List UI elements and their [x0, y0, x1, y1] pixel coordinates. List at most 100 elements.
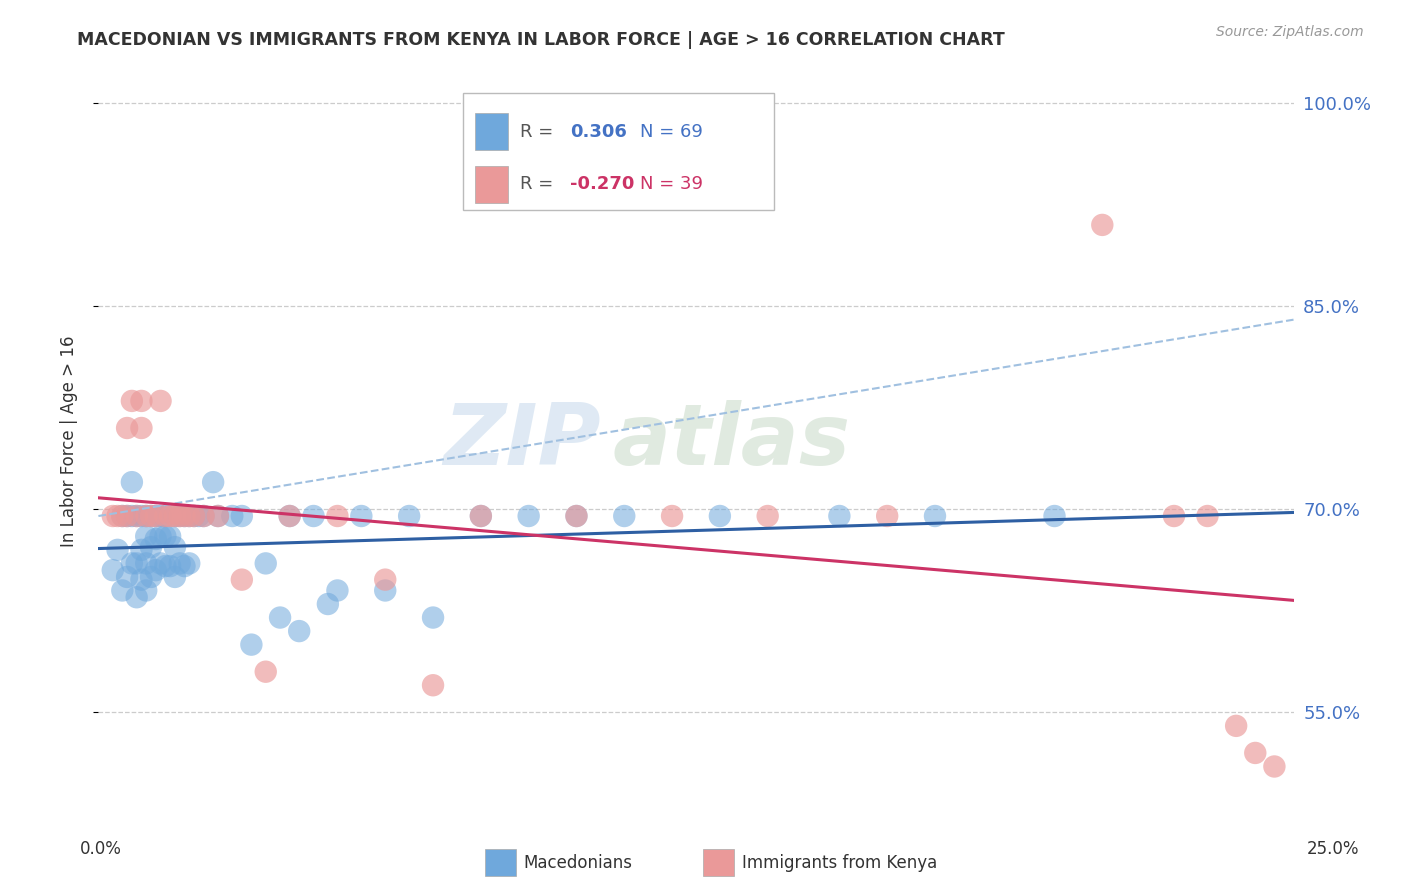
Text: R =: R = — [520, 176, 560, 194]
Point — [135, 529, 157, 543]
Point — [221, 508, 243, 523]
Point — [179, 508, 201, 523]
Point — [231, 573, 253, 587]
Point — [326, 508, 349, 523]
Point — [101, 508, 124, 523]
Point — [159, 508, 181, 523]
Point — [159, 559, 181, 574]
Point — [155, 559, 177, 574]
Point — [115, 508, 138, 523]
Point — [131, 508, 153, 523]
Point — [470, 508, 492, 523]
Point — [187, 508, 209, 523]
Point — [155, 529, 177, 543]
Point — [1225, 719, 1247, 733]
Point — [374, 573, 396, 587]
Point — [145, 508, 167, 523]
Point — [374, 583, 396, 598]
Point — [125, 508, 148, 523]
Point — [173, 508, 195, 523]
Point — [115, 570, 138, 584]
Point — [517, 508, 540, 523]
Point — [145, 532, 167, 546]
Point — [149, 508, 172, 523]
Point — [179, 508, 201, 523]
Point — [169, 508, 191, 523]
Point — [107, 542, 129, 557]
Point — [111, 583, 134, 598]
Point — [876, 508, 898, 523]
Point — [163, 570, 186, 584]
Point — [202, 475, 225, 490]
Point — [111, 508, 134, 523]
Point — [1091, 218, 1114, 232]
Text: Immigrants from Kenya: Immigrants from Kenya — [742, 854, 938, 871]
Point — [231, 508, 253, 523]
Text: Macedonians: Macedonians — [523, 854, 633, 871]
Point — [163, 540, 186, 554]
Point — [183, 508, 205, 523]
Point — [1263, 759, 1285, 773]
Point — [179, 557, 201, 571]
Point — [398, 508, 420, 523]
Point — [135, 508, 157, 523]
Point — [1244, 746, 1267, 760]
Point — [145, 508, 167, 523]
Point — [661, 508, 683, 523]
Point — [565, 508, 588, 523]
Point — [288, 624, 311, 639]
Point — [155, 508, 177, 523]
FancyBboxPatch shape — [463, 93, 773, 211]
Text: 0.0%: 0.0% — [80, 840, 122, 858]
Point — [316, 597, 339, 611]
Point — [183, 508, 205, 523]
Point — [173, 559, 195, 574]
Point — [121, 508, 143, 523]
Point — [269, 610, 291, 624]
Point — [709, 508, 731, 523]
Point — [131, 393, 153, 408]
Point — [135, 583, 157, 598]
Point — [121, 557, 143, 571]
Point — [131, 421, 153, 435]
Point — [155, 508, 177, 523]
Point — [163, 508, 186, 523]
Point — [254, 557, 277, 571]
Point — [107, 508, 129, 523]
Point — [169, 508, 191, 523]
Point — [756, 508, 779, 523]
Point — [101, 563, 124, 577]
Point — [1163, 508, 1185, 523]
Point — [149, 393, 172, 408]
Point — [1043, 508, 1066, 523]
Point — [173, 508, 195, 523]
Point — [115, 508, 138, 523]
Point — [139, 540, 162, 554]
Point — [139, 570, 162, 584]
Text: ZIP: ZIP — [443, 400, 600, 483]
Point — [613, 508, 636, 523]
Text: 25.0%: 25.0% — [1306, 840, 1360, 858]
Y-axis label: In Labor Force | Age > 16: In Labor Force | Age > 16 — [59, 335, 77, 548]
Point — [145, 563, 167, 577]
Point — [135, 508, 157, 523]
Text: N = 39: N = 39 — [640, 176, 703, 194]
Point — [131, 573, 153, 587]
Point — [350, 508, 373, 523]
Point — [302, 508, 325, 523]
Point — [422, 678, 444, 692]
Point — [1197, 508, 1219, 523]
Point — [139, 508, 162, 523]
Point — [924, 508, 946, 523]
Text: atlas: atlas — [613, 400, 851, 483]
Point — [125, 557, 148, 571]
Text: -0.270: -0.270 — [571, 176, 636, 194]
Text: MACEDONIAN VS IMMIGRANTS FROM KENYA IN LABOR FORCE | AGE > 16 CORRELATION CHART: MACEDONIAN VS IMMIGRANTS FROM KENYA IN L… — [77, 31, 1005, 49]
Point — [565, 508, 588, 523]
Text: 0.306: 0.306 — [571, 122, 627, 141]
Point — [121, 475, 143, 490]
Point — [131, 542, 153, 557]
Point — [115, 421, 138, 435]
Point — [163, 508, 186, 523]
Point — [121, 393, 143, 408]
